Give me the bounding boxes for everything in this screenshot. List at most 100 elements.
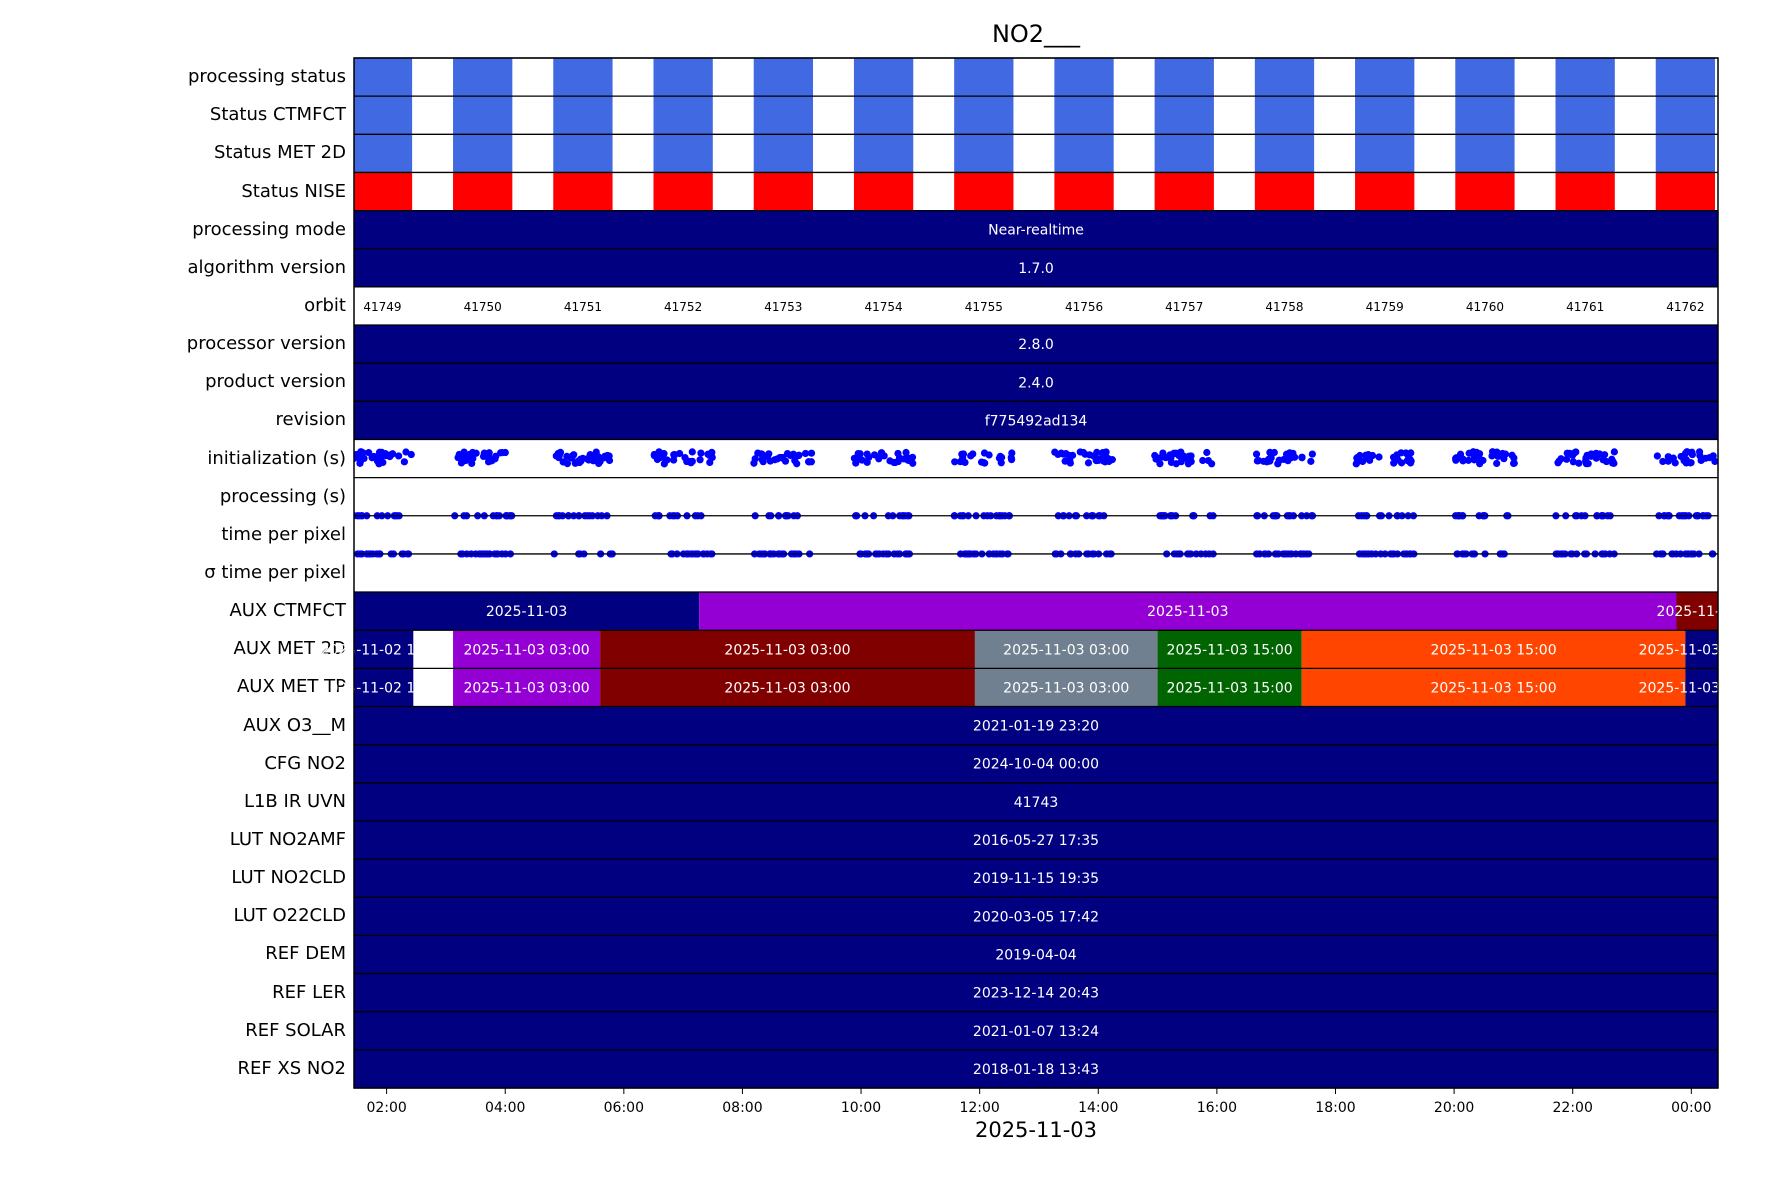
- band-label: 2021-01-07 13:24: [973, 1024, 1099, 1040]
- scatter-point: [1509, 459, 1518, 467]
- status-bar: [1254, 172, 1315, 211]
- aux-segment: [974, 668, 1158, 707]
- row-label: initialization (s): [207, 447, 346, 469]
- scatter-point: [1711, 457, 1718, 465]
- scatter-point: [1170, 449, 1178, 457]
- scatter-point: [1084, 459, 1093, 467]
- scatter-point: [1582, 454, 1590, 462]
- aux-segment-label: 2025-11-03: [486, 604, 567, 620]
- scatter-point: [365, 449, 373, 457]
- scatter-point: [865, 453, 873, 462]
- constant-band: [354, 935, 1718, 974]
- band-label: 41743: [1014, 795, 1059, 811]
- status-bar: [1154, 134, 1214, 173]
- status-bar: [1555, 172, 1615, 211]
- scatter-point: [776, 453, 784, 462]
- scatter-point: [958, 457, 966, 465]
- scatter-point: [592, 448, 600, 456]
- scatter-point: [793, 460, 801, 468]
- orbit-label: 41761: [1566, 300, 1604, 314]
- orbit-label: 41758: [1265, 300, 1303, 314]
- scatter-point: [1575, 459, 1583, 467]
- scatter-point: [579, 454, 587, 462]
- row-label: Status MET 2D: [213, 142, 346, 164]
- status-bar: [1054, 172, 1114, 211]
- aux-segment: [600, 668, 975, 707]
- status-bar: [954, 172, 1014, 211]
- aux-segment-label: 2025-11-03 03:00: [463, 680, 589, 696]
- status-bar: [1455, 58, 1515, 97]
- band-label: 2018-01-18 13:43: [973, 1062, 1099, 1078]
- aux-segment: [1301, 668, 1686, 707]
- row-label: time per pixel: [221, 523, 346, 545]
- constant-band: [354, 248, 1718, 287]
- band-label: 2.8.0: [1018, 337, 1054, 353]
- aux-segment: [453, 668, 601, 707]
- aux-segment-label: 2025-11-02 15:00: [321, 680, 447, 696]
- scatter-point: [596, 457, 604, 466]
- row-label: product version: [205, 371, 346, 393]
- scatter-point: [1659, 457, 1667, 466]
- constant-band: [354, 820, 1718, 860]
- scatter-point: [555, 452, 563, 460]
- scatter-point: [402, 448, 410, 456]
- aux-segment: [354, 630, 414, 669]
- x-tick-label: 06:00: [604, 1100, 644, 1116]
- row-label: REF DEM: [265, 943, 346, 965]
- aux-segment: [600, 630, 975, 669]
- band-label: 2024-10-04 00:00: [973, 757, 1099, 773]
- status-bar: [1655, 134, 1716, 173]
- scatter-point: [491, 455, 499, 463]
- scatter-point: [563, 452, 571, 461]
- scatter-point: [1307, 457, 1315, 465]
- status-bar: [1455, 172, 1515, 211]
- status-bar: [1455, 96, 1515, 135]
- aux-segment-label: 2025-11-03 15:00: [1639, 642, 1765, 658]
- constant-band: [354, 973, 1718, 1012]
- scatter-point: [1364, 454, 1372, 463]
- scatter-point: [662, 456, 670, 464]
- row-label: Status CTMFCT: [209, 104, 346, 126]
- row-label: REF SOLAR: [245, 1019, 346, 1041]
- band-label: 2.4.0: [1018, 375, 1054, 391]
- status-bar: [1254, 134, 1315, 173]
- constant-band: [354, 859, 1718, 898]
- scatter-point: [1563, 449, 1571, 457]
- row-label: LUT O22CLD: [233, 905, 346, 927]
- x-tick-label: 22:00: [1553, 1100, 1593, 1116]
- aux-segment: [1157, 630, 1302, 669]
- status-bar: [853, 96, 914, 135]
- aux-segment: [1685, 630, 1718, 669]
- status-bar: [1555, 134, 1615, 173]
- constant-band: [354, 363, 1718, 402]
- scatter-point: [856, 450, 864, 458]
- scatter-point: [681, 453, 689, 462]
- status-bar: [553, 134, 613, 173]
- scatter-point: [907, 457, 915, 465]
- row-label: σ time per pixel: [204, 562, 346, 583]
- scatter-point: [1275, 456, 1283, 465]
- constant-band: [354, 1049, 1718, 1088]
- orbit-label: 41757: [1165, 300, 1203, 314]
- row-label: AUX MET TP: [236, 676, 346, 698]
- status-bar: [1054, 96, 1114, 135]
- aux-segment-label: 2025-11-03 15:00: [1430, 642, 1556, 658]
- scatter-point: [373, 457, 382, 465]
- scatter-point: [1476, 460, 1484, 468]
- aux-segment-label: 2025-11-03 15:00: [1167, 680, 1293, 696]
- scatter-point: [1263, 458, 1271, 466]
- row-label: LUT NO2CLD: [231, 867, 346, 889]
- orbit-label: 41755: [965, 300, 1003, 314]
- scatter-point: [1508, 451, 1516, 459]
- orbit-label: 41751: [564, 300, 602, 314]
- status-bar: [954, 58, 1014, 97]
- status-bar: [753, 58, 814, 97]
- status-bar: [954, 134, 1014, 173]
- aux-segment: [354, 668, 414, 707]
- scatter-point: [758, 450, 766, 458]
- row-label: AUX MET 2D: [233, 638, 346, 660]
- x-tick-label: 14:00: [1078, 1100, 1118, 1116]
- status-bar: [1254, 96, 1315, 135]
- scatter-point: [1570, 449, 1578, 457]
- row-label: processor version: [186, 333, 346, 355]
